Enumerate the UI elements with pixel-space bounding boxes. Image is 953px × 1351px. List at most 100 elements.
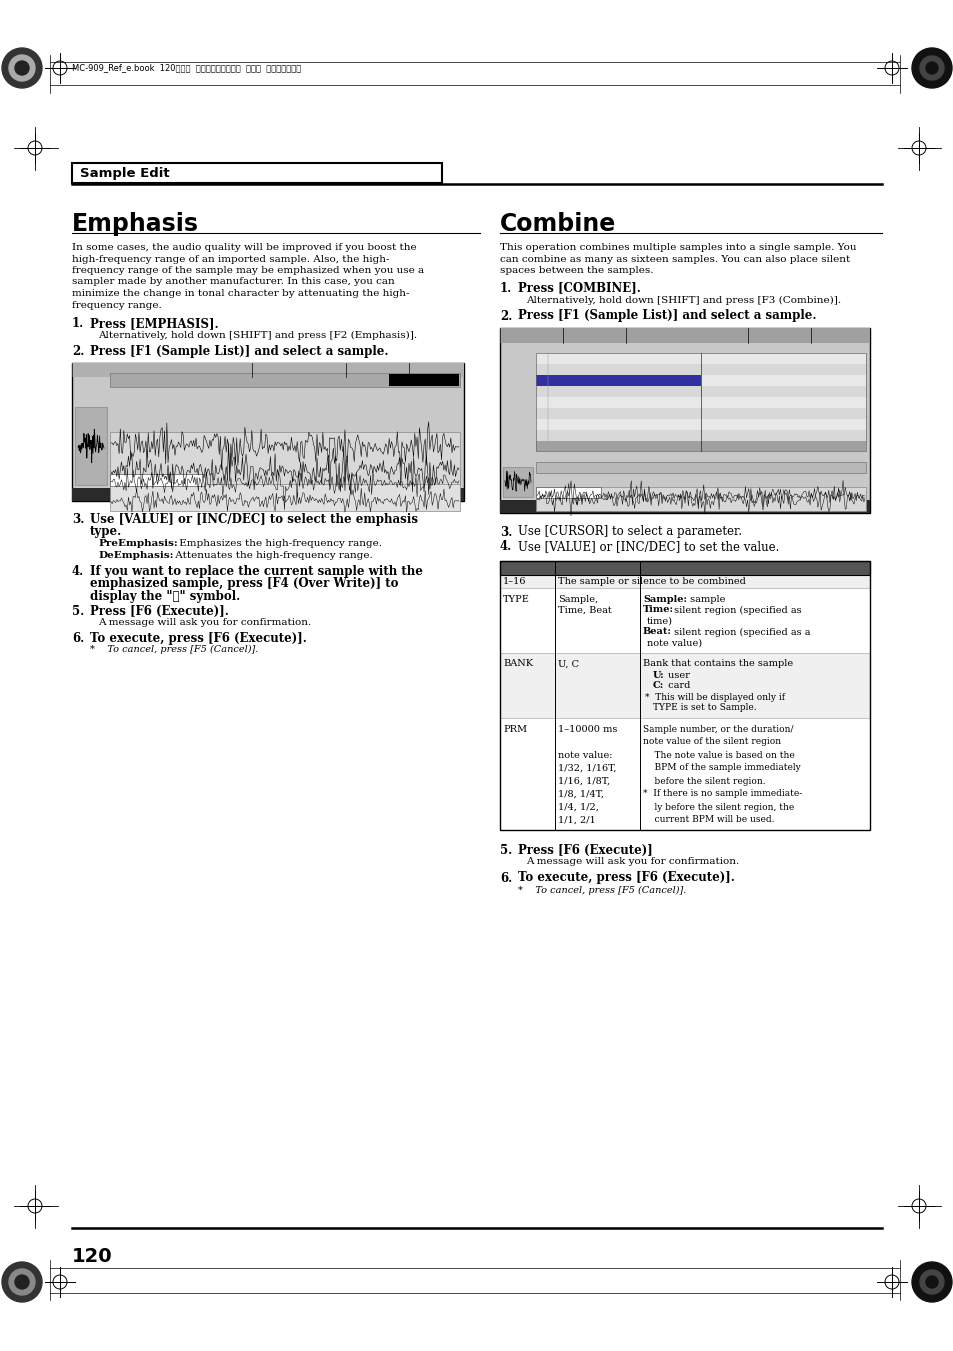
Text: Write: Write [291, 363, 312, 370]
Bar [536, 353, 865, 363]
Text: 5: 5 [537, 389, 539, 393]
Text: This operation combines multiple samples into a single sample. You: This operation combines multiple samples… [499, 243, 856, 253]
Circle shape [919, 1270, 943, 1294]
Text: The note value is based on the: The note value is based on the [642, 751, 794, 759]
Text: silent region (specified as a: silent region (specified as a [670, 627, 810, 636]
Circle shape [911, 1262, 951, 1302]
Bar [110, 432, 459, 484]
Bar [536, 385, 865, 396]
Text: Time: Time [544, 411, 557, 416]
Bar [71, 363, 463, 501]
Text: Range: Range [558, 562, 592, 573]
Bar [499, 500, 869, 512]
Text: 8: 8 [537, 355, 539, 361]
Text: PreEmphasis:: PreEmphasis: [98, 539, 177, 549]
Text: To execute, press [F6 (Execute)].: To execute, press [F6 (Execute)]. [517, 871, 734, 885]
Text: Press [F6 (Execute)]: Press [F6 (Execute)] [517, 843, 652, 857]
Text: To execute, press [F6 (Execute)].: To execute, press [F6 (Execute)]. [90, 632, 307, 644]
Text: Time:: Time: [642, 605, 673, 615]
Text: Alternatively, hold down [SHIFT] and press [F2 (Emphasis)].: Alternatively, hold down [SHIFT] and pre… [98, 331, 416, 340]
Text: 11: 11 [702, 411, 708, 416]
Text: 6.: 6. [499, 871, 512, 885]
Bar [536, 462, 865, 473]
Text: Use [VALUE] or [INC/DEC] to set the value.: Use [VALUE] or [INC/DEC] to set the valu… [517, 540, 779, 554]
Text: frequency range of the sample may be emphasized when you use a: frequency range of the sample may be emp… [71, 266, 424, 276]
Text: 1/1, 2/1: 1/1, 2/1 [558, 816, 595, 824]
Text: *  This will be displayed only if: * This will be displayed only if [644, 693, 784, 701]
Text: 12: 12 [702, 400, 708, 404]
Text: 7: 7 [537, 366, 539, 372]
Text: Emphasizes the high-frequency range.: Emphasizes the high-frequency range. [175, 539, 381, 549]
Text: spaces between the samples.: spaces between the samples. [499, 266, 653, 276]
Text: 0001: 0001 [608, 432, 620, 438]
Text: DeEmphasis:: DeEmphasis: [98, 551, 173, 561]
Bar [536, 363, 865, 374]
Text: 4.: 4. [499, 540, 512, 554]
Bar [499, 327, 869, 512]
Text: ▽: ▽ [449, 490, 454, 499]
Text: card: card [664, 681, 690, 690]
Text: silent region (specified as: silent region (specified as [670, 605, 801, 615]
Text: BANK: BANK [502, 659, 533, 669]
Text: 4: 4 [537, 400, 539, 404]
Text: 2.: 2. [71, 345, 84, 358]
Text: 1/32, 1/16T,: 1/32, 1/16T, [558, 763, 616, 773]
Text: 14: 14 [702, 377, 708, 382]
Text: BPM of the sample immediately: BPM of the sample immediately [642, 763, 800, 773]
Text: None: None [710, 400, 722, 404]
Text: PRM: PRM [607, 443, 618, 449]
Text: A message will ask you for confirmation.: A message will ask you for confirmation. [525, 858, 739, 866]
Text: Sample Edit   U0001*[User 0001       J STEREO: Sample Edit U0001*[User 0001 J STEREO [76, 490, 284, 499]
Text: 3.: 3. [499, 526, 512, 539]
Text: Execute: Execute [828, 332, 855, 336]
Text: 4.: 4. [71, 565, 84, 578]
Text: Cancel: Cancel [767, 332, 790, 336]
Bar [499, 717, 869, 830]
Text: Trun-: Trun- [649, 335, 668, 340]
Text: U: U [586, 432, 590, 438]
Bar [110, 473, 459, 511]
Text: Sample number, or the duration/: Sample number, or the duration/ [642, 724, 793, 734]
Text: minimize the change in tonal character by attenuating the high-: minimize the change in tonal character b… [71, 289, 409, 299]
Text: TYPE: TYPE [634, 443, 646, 449]
Bar [502, 466, 533, 497]
Text: before the silent region.: before the silent region. [642, 777, 765, 785]
Text: TYPE: TYPE [502, 594, 529, 604]
Text: frequency range.: frequency range. [71, 300, 162, 309]
Text: Over: Over [293, 369, 310, 376]
Text: U:: U: [652, 670, 664, 680]
Text: BANK: BANK [676, 443, 688, 449]
Text: None: None [710, 411, 722, 416]
Text: The sample or silence to be combined: The sample or silence to be combined [558, 577, 745, 585]
Circle shape [9, 1269, 35, 1296]
Text: cate: cate [651, 328, 666, 334]
Text: 3: 3 [537, 411, 539, 416]
Text: PRM: PRM [502, 724, 527, 734]
Text: *    To cancel, press [F5 (Cancel)].: * To cancel, press [F5 (Cancel)]. [90, 644, 258, 654]
Bar [71, 163, 441, 182]
Text: Emphasis  Type: Emphasis Type [113, 376, 178, 385]
Text: 3.: 3. [71, 513, 84, 526]
Text: If you want to replace the current sample with the: If you want to replace the current sampl… [90, 565, 422, 578]
Text: ine: ine [590, 328, 601, 334]
Text: Sample:: Sample: [642, 594, 686, 604]
Text: Time, Beat: Time, Beat [558, 605, 611, 615]
Text: None: None [710, 377, 722, 382]
Text: note value): note value) [646, 639, 701, 647]
Text: PRM: PRM [698, 443, 707, 449]
Text: display the "✓" symbol.: display the "✓" symbol. [90, 590, 240, 603]
Bar [75, 407, 107, 485]
Text: *  If there is no sample immediate-: * If there is no sample immediate- [642, 789, 801, 798]
Bar [110, 373, 459, 386]
Bar [499, 561, 869, 830]
Bar [499, 327, 869, 343]
Text: Alternatively, hold down [SHIFT] and press [F3 (Combine)].: Alternatively, hold down [SHIFT] and pre… [525, 296, 841, 304]
Text: U: U [586, 422, 590, 427]
Text: user: user [664, 670, 689, 680]
Bar [536, 486, 865, 511]
Text: ly before the silent region, the: ly before the silent region, the [642, 802, 794, 812]
Text: None: None [710, 389, 722, 393]
Text: 0003: 0003 [608, 422, 620, 427]
Text: Comb-: Comb- [586, 335, 605, 340]
Text: 2.: 2. [499, 309, 512, 323]
